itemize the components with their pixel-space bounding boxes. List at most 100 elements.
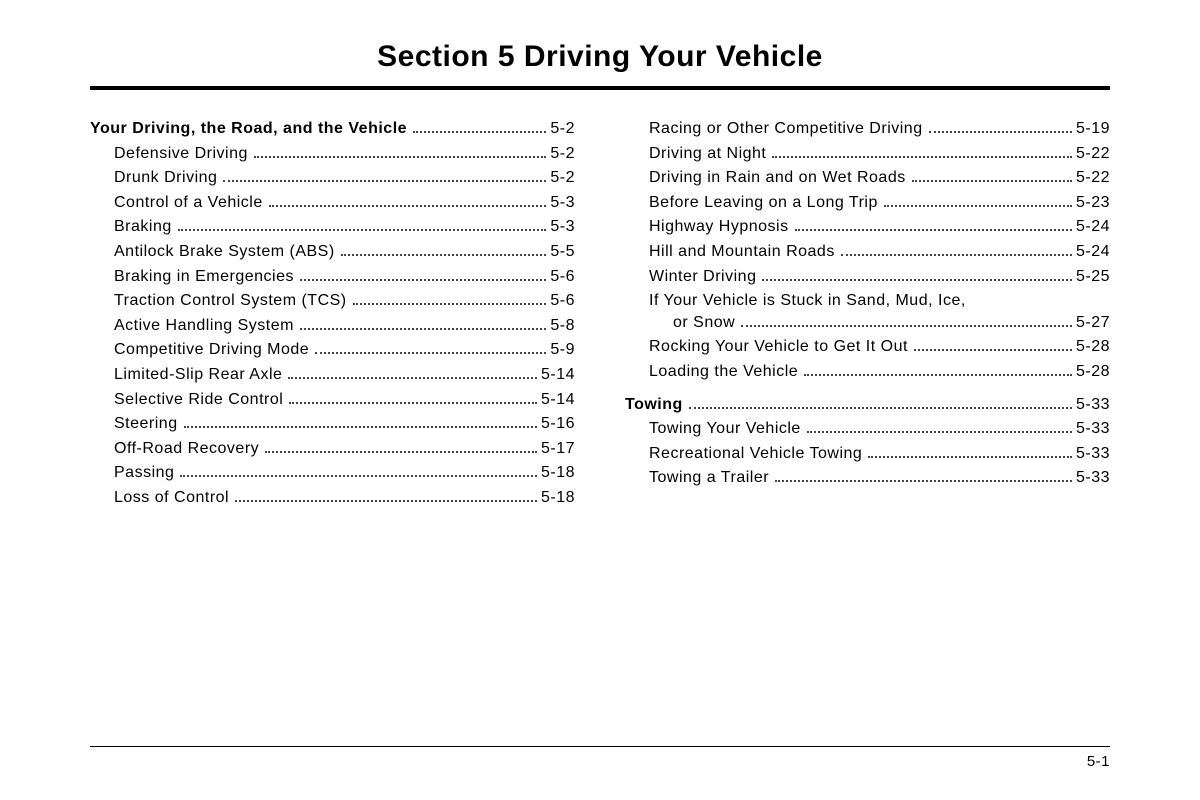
toc-entry: Recreational Vehicle Towing 5-33 — [625, 443, 1110, 465]
toc-entry-page: 5-22 — [1076, 143, 1110, 165]
toc-entry: Towing Your Vehicle 5-33 — [625, 418, 1110, 440]
toc-entry-label: Recreational Vehicle Towing — [625, 443, 862, 465]
toc-entry-page: 5-18 — [541, 487, 575, 509]
toc-entry-label: Towing a Trailer — [625, 467, 769, 489]
toc-entry-page: 5-2 — [550, 118, 575, 140]
toc-entry: Towing a Trailer 5-33 — [625, 467, 1110, 489]
toc-entry-page: 5-16 — [541, 413, 575, 435]
toc-entry-label: Highway Hypnosis — [625, 216, 789, 238]
toc-entry-page: 5-2 — [550, 167, 575, 189]
toc-entry-label: Passing — [90, 462, 174, 484]
toc-entry-label: Selective Ride Control — [90, 389, 283, 411]
toc-entry-label: Braking — [90, 216, 172, 238]
toc-entry-page: 5-2 — [550, 143, 575, 165]
toc-entry: Braking 5-3 — [90, 216, 575, 238]
toc-entry-page: 5-3 — [550, 192, 575, 214]
toc-entry: Rocking Your Vehicle to Get It Out 5-28 — [625, 336, 1110, 358]
toc-entry: Traction Control System (TCS) 5-6 — [90, 290, 575, 312]
toc-leader — [804, 374, 1072, 376]
toc-entry: Control of a Vehicle5-3 — [90, 192, 575, 214]
toc-entry: Drunk Driving 5-2 — [90, 167, 575, 189]
toc-entry: Antilock Brake System (ABS) 5-5 — [90, 241, 575, 263]
toc-leader — [914, 349, 1072, 351]
toc-entry-page: 5-23 — [1076, 192, 1110, 214]
toc-entry: Selective Ride Control 5-14 — [90, 389, 575, 411]
toc-leader — [184, 426, 537, 428]
toc-entry: Competitive Driving Mode5-9 — [90, 339, 575, 361]
toc-leader — [235, 500, 537, 502]
toc-leader — [762, 279, 1072, 281]
toc-entry-page: 5-8 — [550, 315, 575, 337]
toc-leader — [300, 328, 546, 330]
toc-entry: Loading the Vehicle 5-28 — [625, 361, 1110, 383]
toc-entry-page: 5-17 — [541, 438, 575, 460]
toc-entry-label: Drunk Driving — [90, 167, 217, 189]
toc-entry: Racing or Other Competitive Driving5-19 — [625, 118, 1110, 140]
toc-entry-page: 5-22 — [1076, 167, 1110, 189]
toc-entry-label: Loading the Vehicle — [625, 361, 798, 383]
toc-entry: Defensive Driving 5-2 — [90, 143, 575, 165]
toc-entry: Active Handling System5-8 — [90, 315, 575, 337]
toc-entry-label: Hill and Mountain Roads — [625, 241, 835, 263]
toc-leader — [807, 431, 1072, 433]
title-rule — [90, 86, 1110, 90]
toc-entry-page: 5-6 — [550, 290, 575, 312]
toc-leader — [180, 475, 537, 477]
toc-entry: Passing 5-18 — [90, 462, 575, 484]
toc-leader — [288, 377, 537, 379]
toc-entry: or Snow 5-27 — [625, 312, 1110, 334]
toc-leader — [269, 205, 547, 207]
toc-entry-page: 5-33 — [1076, 443, 1110, 465]
toc-entry-page: 5-18 — [541, 462, 575, 484]
toc-entry: Driving at Night 5-22 — [625, 143, 1110, 165]
toc-leader — [341, 254, 547, 256]
toc-entry-page: 5-24 — [1076, 241, 1110, 263]
toc-entry-page: 5-14 — [541, 364, 575, 386]
toc-entry-label: Competitive Driving Mode — [90, 339, 309, 361]
toc-leader — [300, 279, 546, 281]
toc-entry: If Your Vehicle is Stuck in Sand, Mud, I… — [625, 290, 1110, 312]
toc-leader — [413, 131, 546, 133]
toc-entry-label: Defensive Driving — [90, 143, 248, 165]
toc-entry-label: Towing Your Vehicle — [625, 418, 801, 440]
toc-entry-label: Winter Driving — [625, 266, 756, 288]
toc-entry-page: 5-33 — [1076, 467, 1110, 489]
toc-leader — [689, 407, 1072, 409]
toc-entry-label: or Snow — [625, 312, 735, 334]
page-number: 5-1 — [90, 753, 1110, 770]
toc-entry-label: Steering — [90, 413, 178, 435]
toc-entry-page: 5-33 — [1076, 418, 1110, 440]
toc-entry-label: Driving in Rain and on Wet Roads — [625, 167, 906, 189]
section-gap — [625, 386, 1110, 394]
toc-entry-label: Braking in Emergencies — [90, 266, 294, 288]
toc-entry-label: Limited-Slip Rear Axle — [90, 364, 282, 386]
toc-entry-label: Towing — [625, 394, 683, 416]
toc-entry-page: 5-28 — [1076, 361, 1110, 383]
toc-entry-page: 5-6 — [550, 266, 575, 288]
toc-leader — [178, 229, 547, 231]
toc-leader — [315, 352, 546, 354]
toc-leader — [795, 229, 1072, 231]
toc-entry-label: Rocking Your Vehicle to Get It Out — [625, 336, 908, 358]
toc-entry: Your Driving, the Road, and the Vehicle 5… — [90, 118, 575, 140]
page-footer: 5-1 — [90, 746, 1110, 770]
toc-entry: Winter Driving5-25 — [625, 266, 1110, 288]
toc-entry-label: Traction Control System (TCS) — [90, 290, 347, 312]
toc-entry-label: Before Leaving on a Long Trip — [625, 192, 878, 214]
toc-entry: Before Leaving on a Long Trip 5-23 — [625, 192, 1110, 214]
toc-entry-label: Driving at Night — [625, 143, 766, 165]
toc-entry-label: Racing or Other Competitive Driving — [625, 118, 923, 140]
toc-entry-label: Your Driving, the Road, and the Vehicle — [90, 118, 407, 140]
toc-entry-page: 5-27 — [1076, 312, 1110, 334]
toc-entry: Towing5-33 — [625, 394, 1110, 416]
toc-leader — [289, 402, 537, 404]
toc-entry-label: Antilock Brake System (ABS) — [90, 241, 335, 263]
toc-entry: Steering 5-16 — [90, 413, 575, 435]
toc-entry-page: 5-14 — [541, 389, 575, 411]
footer-rule — [90, 746, 1110, 747]
toc-column-right: Racing or Other Competitive Driving5-19 D… — [625, 118, 1110, 512]
toc-entry-page: 5-28 — [1076, 336, 1110, 358]
toc-entry-page: 5-5 — [550, 241, 575, 263]
toc-entry-page: 5-3 — [550, 216, 575, 238]
toc-entry-label: Off-Road Recovery — [90, 438, 259, 460]
